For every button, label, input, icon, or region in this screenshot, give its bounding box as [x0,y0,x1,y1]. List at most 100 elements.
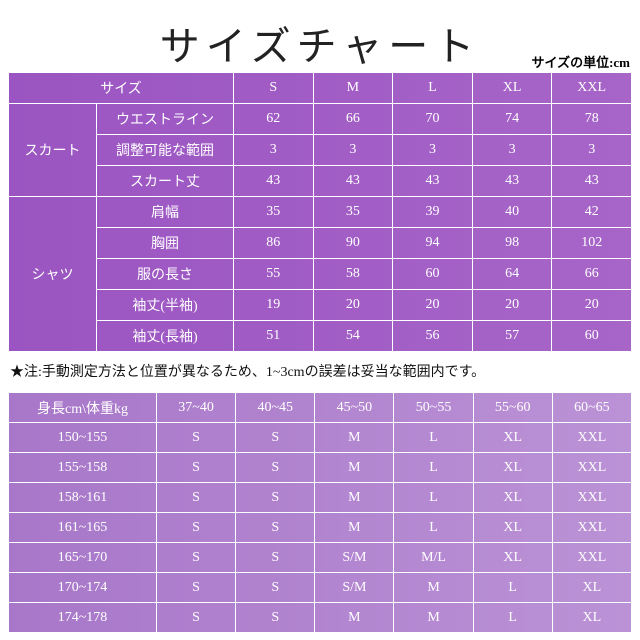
value-cell: 20 [471,289,553,321]
value-cell: 62 [233,103,314,135]
cell: XL [472,482,553,513]
row: 胸囲 86 90 94 98 102 [9,227,632,259]
cell: M [314,422,395,453]
value-cell: 43 [233,165,314,197]
label-cell: 袖丈(長袖) [96,320,234,352]
cell: L [472,572,553,603]
value-cell: 51 [233,320,314,352]
label-cell: 胸囲 [96,227,234,259]
value-cell: 60 [551,320,632,352]
value-cell: 55 [233,258,314,290]
row: 袖丈(半袖) 19 20 20 20 20 [9,289,632,321]
value-cell: 56 [392,320,473,352]
row: 袖丈(長袖) 51 54 56 57 60 [9,320,632,352]
value-cell: 3 [392,134,473,166]
row: 服の長さ 55 58 60 64 66 [9,258,632,290]
group-cell: スカート [8,103,97,197]
cell: 165~170 [8,542,157,573]
value-cell: 57 [471,320,553,352]
header-cell: 身長cm\体重kg [8,392,157,423]
cell: S [235,572,316,603]
value-cell: 102 [551,227,632,259]
value-cell: 98 [471,227,553,259]
value-cell: 40 [471,196,553,228]
row: スカート丈 43 43 43 43 43 [9,165,632,197]
header-cell: 55~60 [472,392,553,423]
row: 165~170 S S S/M M/L XL XXL [8,542,633,573]
header-cell: 45~50 [314,392,395,423]
cell: XL [551,572,633,603]
cell: S [235,482,316,513]
row: シャツ 肩幅 35 35 39 40 42 [8,196,632,352]
row: 170~174 S S S/M M L XL [8,572,633,603]
note: ★注:手動測定方法と位置が異なるため、1~3cmの誤差は妥当な範囲内です。 [10,365,486,380]
header-cell: 50~55 [393,392,474,423]
row: スカート ウエストライン 62 66 70 74 78 [8,103,632,197]
value-cell: 35 [233,196,314,228]
header-row: サイズ S M L XL XXL [8,72,632,104]
label-cell: 服の長さ [96,258,234,290]
value-cell: 90 [312,227,394,259]
cell: XL [472,542,553,573]
header-cell: XXL [551,72,632,104]
cell: M [314,452,395,483]
value-cell: 86 [233,227,314,259]
cell: XXL [551,512,633,543]
value-cell: 70 [392,103,473,135]
cell: XL [472,422,553,453]
cell: 161~165 [8,512,157,543]
cell: XL [472,512,553,543]
header-row: 身長cm\体重kg 37~40 40~45 45~50 50~55 55~60 60~65 [8,392,633,423]
group-cell: シャツ [8,196,97,352]
cell: S [235,512,316,543]
cell: M [314,602,395,633]
size-table: サイズ S M L XL XXL スカート ウエストライン 62 66 70 74 78 調整可能な範囲 3… [8,72,632,352]
value-cell: 94 [392,227,473,259]
cell: XL [551,602,633,633]
cell: S/M [314,542,395,573]
cell: S [155,512,237,543]
header-cell: 60~65 [551,392,633,423]
cell: S [155,572,237,603]
value-cell: 20 [312,289,394,321]
cell: 150~155 [8,422,157,453]
cell: S [235,452,316,483]
value-cell: 54 [312,320,394,352]
cell: 158~161 [8,482,157,513]
value-cell: 42 [551,196,632,228]
cell: L [393,482,474,513]
cell: M [314,482,395,513]
cell: S [155,482,237,513]
cell: XXL [551,542,633,573]
label-cell: スカート丈 [96,165,234,197]
header-cell: M [312,72,394,104]
value-cell: 43 [392,165,473,197]
title: サイズチャート [159,24,481,69]
value-cell: 60 [392,258,473,290]
fit-table: 身長cm\体重kg 37~40 40~45 45~50 50~55 55~60 60~65 1… [8,392,633,633]
value-cell: 3 [233,134,314,166]
row: 161~165 S S M L XL XXL [8,512,633,543]
cell: L [393,452,474,483]
cell: S [235,542,316,573]
value-cell: 3 [551,134,632,166]
value-cell: 3 [312,134,394,166]
row: 調整可能な範囲 3 3 3 3 3 [9,134,632,166]
header-cell: 37~40 [155,392,237,423]
value-cell: 66 [312,103,394,135]
row: 150~155 S S M L XL XXL [8,422,633,453]
cell: L [393,422,474,453]
label-cell: 調整可能な範囲 [96,134,234,166]
value-cell: 43 [551,165,632,197]
cell: S [235,602,316,633]
cell: S/M [314,572,395,603]
value-cell: 66 [551,258,632,290]
cell: 174~178 [8,602,157,633]
value-cell: 78 [551,103,632,135]
cell: S [235,422,316,453]
cell: XXL [551,452,633,483]
header-cell: XL [471,72,553,104]
cell: XXL [551,422,633,453]
value-cell: 43 [312,165,394,197]
